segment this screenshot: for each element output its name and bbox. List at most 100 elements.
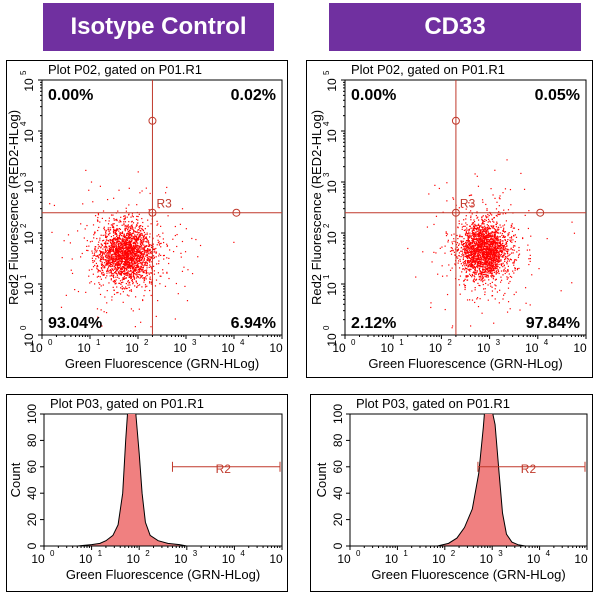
data-point [102, 248, 104, 250]
data-point [125, 282, 127, 285]
data-point [96, 219, 99, 221]
data-point [123, 255, 125, 258]
data-point [125, 257, 127, 259]
data-point [138, 308, 140, 310]
data-point [120, 241, 122, 243]
data-point [477, 267, 479, 269]
data-point [155, 252, 157, 254]
data-point [130, 247, 132, 250]
data-point [108, 247, 110, 250]
data-point [97, 271, 99, 273]
data-point [474, 247, 476, 249]
data-point [466, 229, 468, 231]
data-point [124, 274, 126, 276]
data-point [477, 262, 479, 264]
data-point [108, 234, 110, 236]
data-point [504, 272, 506, 275]
data-point [474, 227, 476, 229]
data-point [133, 271, 135, 273]
data-point [122, 246, 124, 248]
data-point [140, 252, 142, 255]
data-point [489, 260, 491, 263]
data-point [97, 214, 100, 216]
data-point [458, 207, 460, 209]
data-point [115, 264, 118, 266]
data-point [472, 257, 475, 259]
data-point [118, 242, 120, 245]
data-point [491, 270, 493, 272]
data-point [463, 229, 466, 231]
data-point [491, 232, 493, 234]
data-point [476, 259, 478, 261]
data-point [486, 255, 488, 258]
data-point [500, 279, 503, 281]
data-point [479, 264, 481, 266]
data-point [101, 254, 103, 257]
data-point [490, 225, 492, 227]
data-point [514, 241, 516, 243]
data-point [124, 258, 126, 261]
data-point [117, 267, 120, 270]
data-point [140, 246, 142, 248]
data-point [118, 189, 120, 191]
data-point [125, 239, 128, 241]
y-tick-label: 10 [22, 282, 36, 296]
data-point [123, 261, 126, 263]
data-point [505, 250, 508, 252]
data-point [118, 243, 120, 245]
data-point [108, 255, 110, 257]
data-point [133, 262, 135, 265]
data-point [108, 256, 111, 258]
data-point [479, 252, 482, 254]
data-point [113, 261, 115, 263]
data-point [134, 253, 136, 255]
data-point [492, 259, 494, 261]
data-point [487, 264, 489, 266]
data-point [491, 237, 493, 239]
data-point [96, 264, 98, 267]
data-point [513, 261, 515, 263]
data-point [466, 275, 468, 277]
data-point [141, 217, 143, 220]
data-point [463, 249, 466, 251]
data-point [127, 235, 129, 237]
data-point [492, 269, 494, 271]
data-point [99, 260, 101, 262]
data-point [499, 195, 501, 197]
data-point [130, 252, 132, 254]
data-point [483, 239, 486, 241]
data-point [105, 255, 107, 257]
data-point [465, 229, 467, 231]
data-point [448, 264, 450, 266]
data-point [497, 254, 499, 256]
data-point [150, 252, 152, 254]
data-point [132, 238, 134, 240]
data-point [122, 260, 124, 262]
data-point [486, 226, 489, 228]
data-point [142, 236, 145, 238]
data-point [489, 258, 491, 260]
data-point [573, 232, 576, 234]
data-point [479, 231, 482, 233]
data-point [472, 258, 474, 260]
data-point [136, 241, 138, 243]
data-point [490, 262, 493, 265]
data-point [127, 280, 129, 282]
data-point [473, 251, 475, 253]
data-point [167, 215, 169, 217]
data-point [122, 251, 124, 253]
data-point [137, 258, 139, 260]
data-point [126, 265, 128, 267]
data-point [136, 204, 138, 206]
data-point [112, 223, 114, 225]
data-point [485, 236, 487, 238]
data-point [147, 252, 149, 254]
data-point [482, 276, 484, 278]
data-point [483, 233, 486, 235]
data-point [514, 245, 516, 247]
data-point [145, 236, 147, 238]
data-point [116, 261, 118, 263]
y-tick-label: 10 [325, 129, 339, 143]
data-point [98, 241, 100, 243]
data-point [478, 242, 480, 244]
